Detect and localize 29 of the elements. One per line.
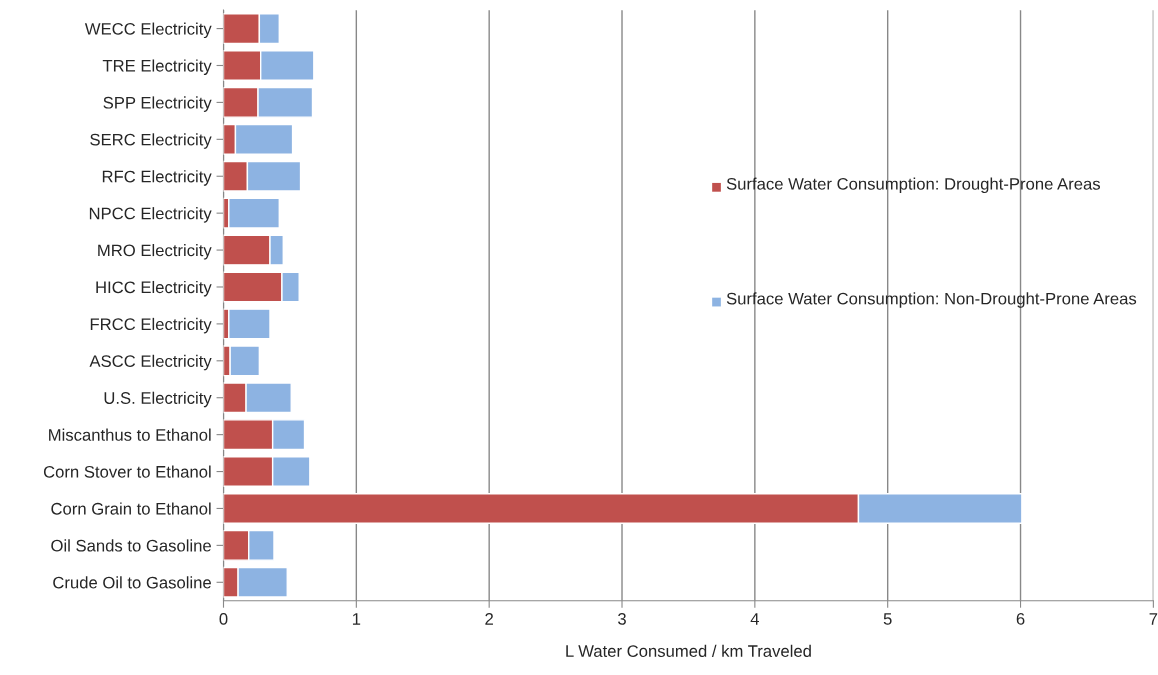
x-tick-label: 0 bbox=[219, 613, 228, 625]
y-tick-label: Corn Stover to Ethanol bbox=[43, 465, 211, 478]
x-tick-label: 6 bbox=[1016, 613, 1025, 625]
x-tick-label: 4 bbox=[750, 613, 759, 625]
y-tick-label: Miscanthus to Ethanol bbox=[49, 428, 211, 441]
x-tick-label: 7 bbox=[1149, 613, 1158, 625]
x-tick-label: 2 bbox=[485, 613, 493, 625]
y-tick-label: Corn Grain to Ethanol bbox=[51, 502, 211, 515]
y-tick-label: WECC Electricity bbox=[84, 22, 212, 39]
y-tick-label: FRCC Electricity bbox=[90, 317, 212, 334]
x-tick-label: 5 bbox=[883, 613, 892, 625]
x-tick-label: 1 bbox=[352, 613, 361, 625]
bar bbox=[228, 197, 280, 229]
bar bbox=[228, 308, 271, 340]
y-tick-label: SERC Electricity bbox=[90, 133, 212, 149]
y-tick-label: HICC Electricity bbox=[96, 280, 212, 297]
y-tick-label: RFC Electricity bbox=[102, 170, 212, 186]
y-tick-label: U.S. Electricity bbox=[104, 391, 212, 408]
y-tick-label: SPP Electricity bbox=[103, 96, 212, 112]
y-tick-label: ASCC Electricity bbox=[89, 354, 212, 371]
legend-label: Surface Water Consumption: Non-Drought-Prone Areas bbox=[726, 292, 1137, 308]
x-axis-title: L Water Consumed / km Traveled bbox=[566, 644, 811, 657]
y-tick-label: MRO Electricity bbox=[98, 244, 212, 260]
legend-label: Surface Water Consumption: Drought-Prone Areas bbox=[726, 177, 1101, 194]
y-tick-label: Crude Oil to Gasoline bbox=[53, 576, 211, 589]
y-tick-label: TRE Electricity bbox=[102, 59, 212, 75]
x-tick-label: 3 bbox=[618, 613, 626, 625]
y-tick-label: NPCC Electricity bbox=[89, 207, 212, 223]
y-tick-label: Oil Sands to Gasoline bbox=[51, 539, 211, 552]
